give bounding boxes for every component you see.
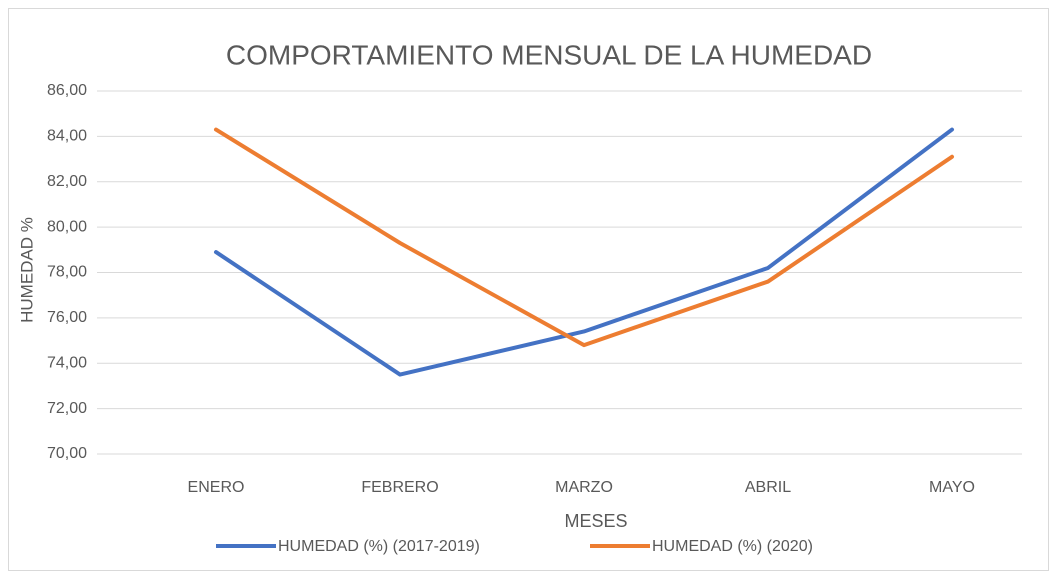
- chart-border: [8, 8, 1049, 571]
- y-tick-label: 76,00: [47, 309, 87, 326]
- chart-title: COMPORTAMIENTO MENSUAL DE LA HUMEDAD: [226, 39, 872, 70]
- x-tick-label: ABRIL: [745, 479, 791, 496]
- legend-label: HUMEDAD (%) (2017-2019): [278, 538, 480, 555]
- y-axis-label: HUMEDAD %: [17, 217, 36, 323]
- y-tick-label: 86,00: [47, 82, 87, 99]
- x-tick-label: MAYO: [929, 479, 975, 496]
- y-tick-label: 78,00: [47, 264, 87, 281]
- x-tick-label: MARZO: [555, 479, 613, 496]
- x-axis-label: MESES: [564, 511, 627, 531]
- legend-label: HUMEDAD (%) (2020): [652, 538, 813, 555]
- series-line: [214, 127, 954, 377]
- y-tick-label: 84,00: [47, 128, 87, 145]
- y-tick-label: 82,00: [47, 173, 87, 190]
- series-line: [214, 127, 954, 348]
- x-tick-label: ENERO: [188, 479, 245, 496]
- y-tick-label: 70,00: [47, 445, 87, 462]
- y-tick-label: 72,00: [47, 400, 87, 417]
- x-tick-label: FEBRERO: [361, 479, 438, 496]
- y-tick-label: 80,00: [47, 218, 87, 235]
- y-tick-label: 74,00: [47, 354, 87, 371]
